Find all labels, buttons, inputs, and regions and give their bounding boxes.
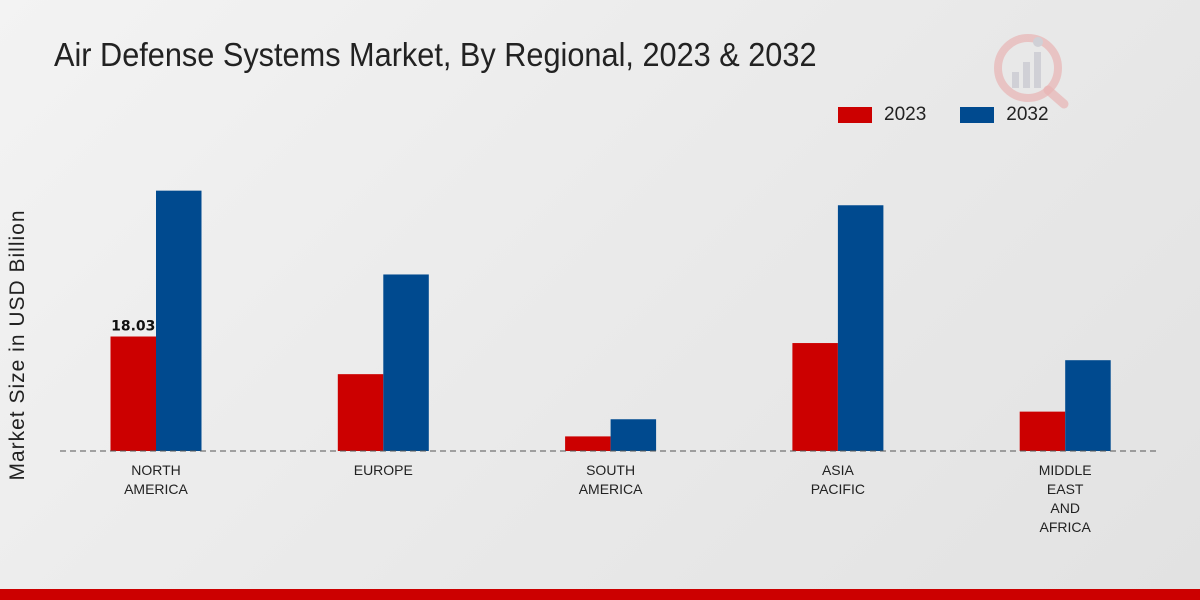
x-tick-label-south-america-line-1: SOUTH — [586, 462, 635, 478]
x-tick-label-north-america-line-1: NORTH — [131, 462, 181, 478]
x-tick-label-middle-east-and-africa-line-2: EAST — [1047, 481, 1084, 497]
legend-label-2032: 2032 — [1006, 104, 1049, 125]
x-tick-label-south-america-line-2: AMERICA — [579, 481, 643, 497]
bar-north-america-2023 — [110, 336, 156, 451]
bar-europe-2023 — [337, 374, 384, 451]
x-tick-label-europe-line-1: EUROPE — [354, 462, 413, 478]
legend-item-2032: 2032 — [960, 104, 1049, 126]
legend-label-2023: 2023 — [884, 104, 927, 125]
data-label-north-america-2023: 18.03 — [111, 319, 155, 335]
bar-middle-east-and-africa-2032 — [1065, 360, 1111, 451]
legend: 2023 2032 — [838, 104, 1083, 126]
x-tick-label-middle-east-and-africa-line-4: AFRICA — [1040, 519, 1092, 535]
legend-swatch-2023 — [838, 107, 872, 123]
bar-asia-pacific-2023 — [792, 343, 838, 451]
legend-item-2023: 2023 — [838, 104, 926, 126]
x-tick-label-north-america-line-2: AMERICA — [124, 481, 188, 497]
legend-swatch-2032 — [960, 107, 995, 123]
bar-south-america-2023 — [565, 436, 611, 451]
bar-middle-east-and-africa-2023 — [1019, 411, 1066, 451]
x-tick-label-middle-east-and-africa-line-3: AND — [1050, 500, 1080, 516]
brand-logo-icon — [994, 34, 1069, 109]
bottom-accent-bar — [0, 589, 1200, 600]
bar-north-america-2032 — [156, 190, 202, 451]
x-tick-label-middle-east-and-africa-line-1: MIDDLE — [1039, 462, 1092, 478]
bar-asia-pacific-2032 — [837, 205, 884, 451]
x-tick-label-asia-pacific-line-2: PACIFIC — [811, 481, 865, 497]
chart-title: Air Defense Systems Market, By Regional,… — [54, 36, 817, 73]
bar-europe-2032 — [383, 274, 429, 451]
bar-south-america-2032 — [610, 419, 657, 451]
x-tick-label-asia-pacific-line-1: ASIA — [822, 462, 855, 478]
